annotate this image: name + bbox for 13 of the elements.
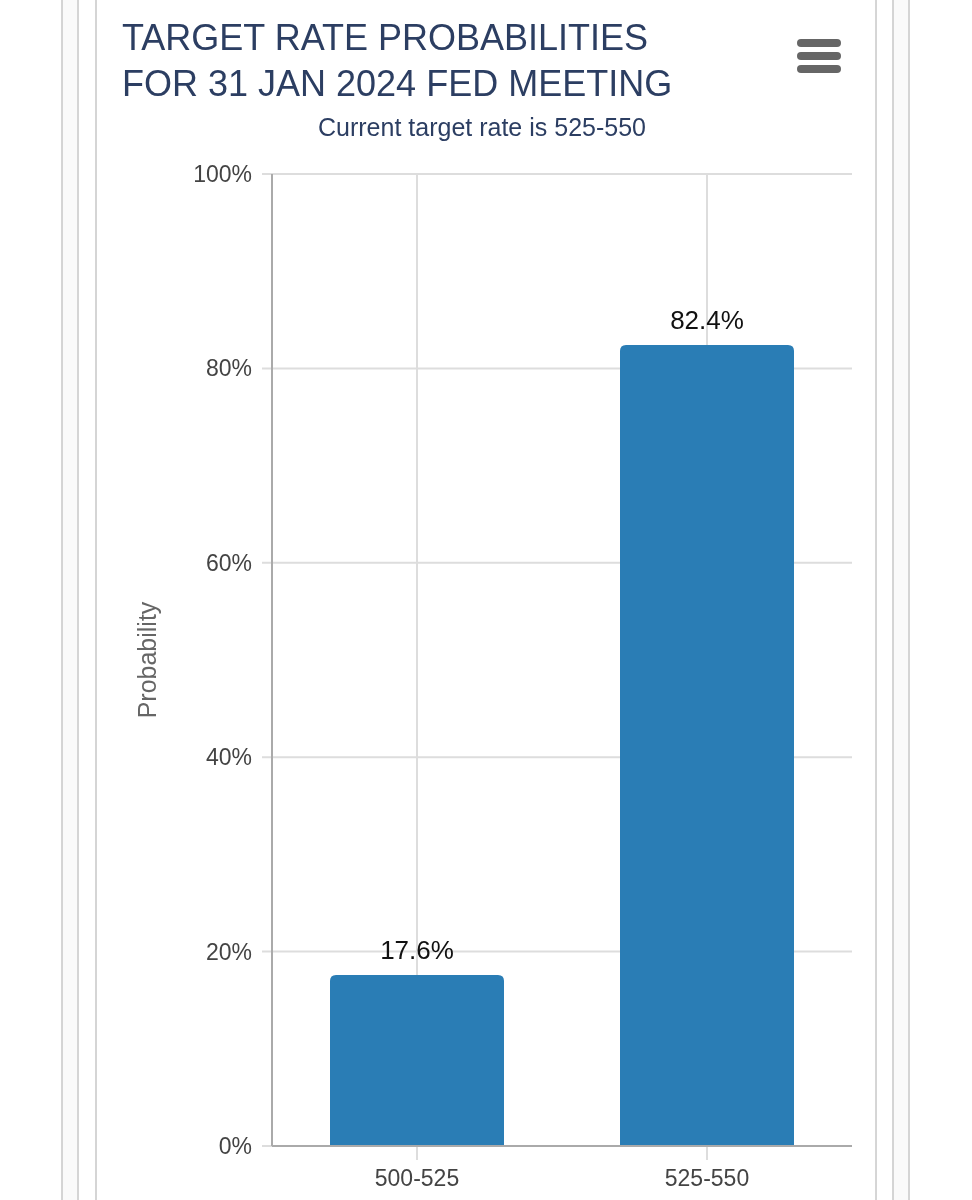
y-tick-label: 0% [218,1133,252,1159]
y-tick-label: 80% [205,355,252,382]
chart-title: TARGET RATE PROBABILITIES FOR 31 JAN 2024 FED MEETING [122,17,673,104]
y-tick-label: 40% [205,744,252,771]
y-tick-label: 60% [205,549,252,576]
y-tick-label: 20% [205,938,252,965]
data-label: 82.4% [670,305,744,336]
x-tick-label: 525-550 [664,1165,750,1191]
y-axis-title: Probability [133,601,161,719]
data-label: 17.6% [380,934,454,965]
x-tick-label: 500-525 [374,1165,460,1191]
y-tick-label: 100% [193,161,252,187]
chart-subtitle: Current target rate is 525-550 [318,113,646,141]
